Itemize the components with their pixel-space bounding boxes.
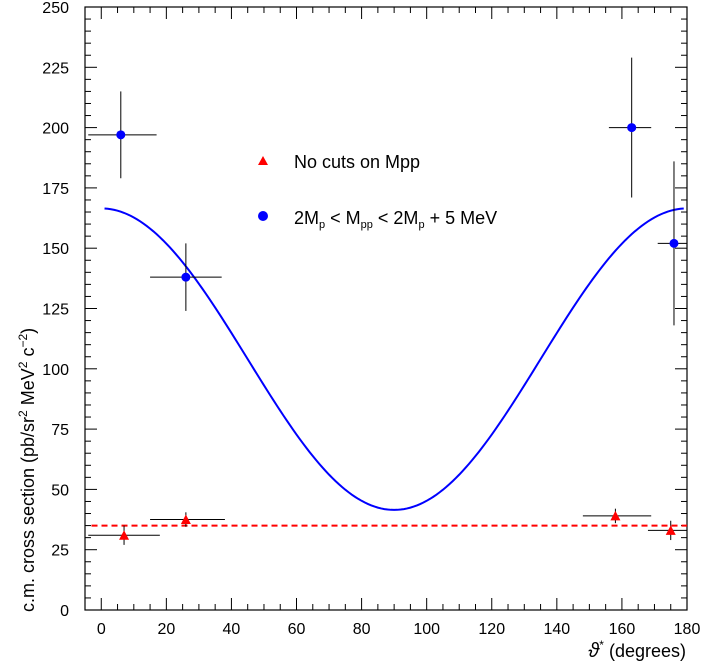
y-tick-label: 125 (42, 302, 69, 319)
y-tick-label: 250 (42, 0, 69, 17)
y-tick-label: 150 (42, 241, 69, 258)
y-tick-label: 50 (51, 482, 69, 499)
x-tick-label: 20 (157, 621, 175, 638)
legend-label-no-cuts: No cuts on Mpp (294, 152, 420, 172)
data-point-triangle (180, 514, 191, 525)
x-tick-label: 80 (353, 621, 371, 638)
y-axis-title: c.m. cross section (pb/sr2 MeV2 c−2) (16, 328, 38, 612)
legend: No cuts on Mpp 2Mp < Mpp < 2Mp + 5 MeV (258, 152, 497, 231)
legend-marker-triangle (258, 156, 268, 165)
y-tick-label: 75 (51, 422, 69, 439)
data-point-circle (669, 238, 679, 248)
data-point-triangle (665, 525, 676, 535)
data-point-triangle (119, 530, 130, 540)
legend-marker-circle (258, 211, 268, 221)
fit-curve (104, 207, 684, 511)
x-tick-label: 100 (413, 621, 440, 638)
y-tick-label: 25 (51, 543, 69, 560)
x-tick-label: 0 (97, 621, 106, 638)
data-point-circle (116, 130, 126, 140)
x-tick-label: 160 (609, 621, 636, 638)
data-points-layer (88, 57, 687, 545)
data-point-circle (627, 123, 637, 133)
fit-curve-layer (91, 207, 687, 527)
y-tick-label: 100 (42, 362, 69, 379)
x-tick-label: 120 (478, 621, 505, 638)
y-tick-label: 175 (42, 181, 69, 198)
x-axis-title: ϑ* (degrees) (588, 638, 686, 662)
data-point-triangle (610, 510, 621, 521)
y-axis-ticks: 0 25 50 75 100 125 150 175 200 225 250 (42, 0, 687, 620)
x-tick-label: 60 (288, 621, 306, 638)
data-point-circle (181, 272, 191, 282)
x-axis-ticks: 0 20 40 60 80 100 120 140 160 180 (84, 7, 701, 638)
x-tick-label: 140 (543, 621, 570, 638)
y-tick-label: 0 (60, 603, 69, 620)
x-tick-label: 40 (223, 621, 241, 638)
y-tick-label: 225 (42, 60, 69, 77)
x-tick-label: 180 (674, 621, 701, 638)
legend-label-mpp-window: 2Mp < Mpp < 2Mp + 5 MeV (294, 208, 497, 231)
y-tick-label: 200 (42, 121, 69, 138)
